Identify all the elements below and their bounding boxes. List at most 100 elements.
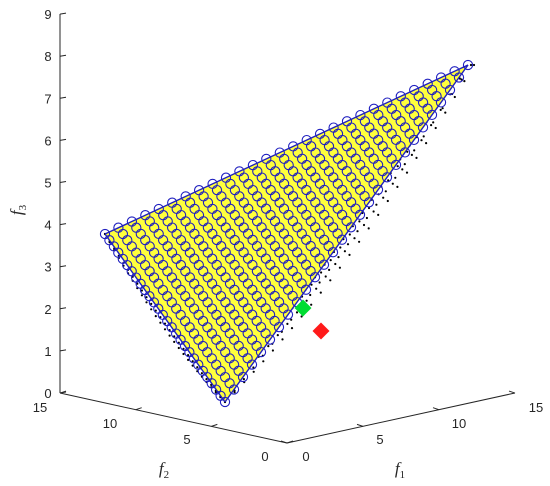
dominated-point xyxy=(386,199,389,203)
dominated-point xyxy=(214,391,217,394)
pareto-circle-marker xyxy=(207,178,218,190)
dominated-point xyxy=(305,299,308,302)
pareto-circle-marker xyxy=(301,134,312,146)
dominated-point xyxy=(382,196,385,199)
pareto-circle-marker xyxy=(314,128,326,140)
dominated-point xyxy=(469,63,473,67)
dominated-point xyxy=(432,121,435,124)
f2-axis-line xyxy=(59,392,288,444)
dominated-point xyxy=(150,302,153,305)
dominated-point xyxy=(406,150,409,153)
dominated-point xyxy=(329,279,332,282)
dominated-point xyxy=(365,216,368,220)
dominated-point xyxy=(191,360,194,363)
dominated-point xyxy=(337,256,340,259)
f3-tick-label: 7 xyxy=(44,91,51,106)
f2-tick-label: 10 xyxy=(103,416,117,431)
dominated-point xyxy=(173,335,176,338)
dominated-point xyxy=(310,303,313,306)
f2-tick-label: 15 xyxy=(33,400,47,415)
dominated-point xyxy=(205,378,208,381)
dominated-point xyxy=(173,340,176,343)
pareto-circle-markers xyxy=(99,59,474,408)
dominated-point xyxy=(281,338,284,341)
f1-ticks: 0 5 10 15 xyxy=(280,390,543,464)
pareto-circle-marker xyxy=(409,84,420,96)
dominated-point xyxy=(318,281,321,284)
pareto-circle-marker xyxy=(180,191,191,202)
f3-tick-mark xyxy=(59,265,67,268)
dominated-point xyxy=(403,163,406,166)
f2-ticks: 0 5 10 15 xyxy=(33,390,294,464)
pareto-circle-marker xyxy=(193,185,205,196)
f3-tick-label: 5 xyxy=(44,176,51,191)
dominated-point xyxy=(328,268,331,271)
dominated-point xyxy=(434,126,437,130)
f1-label-main: f xyxy=(395,459,402,478)
green-diamond-marker xyxy=(294,299,312,317)
f3-label-main: f xyxy=(7,208,26,215)
f1-tick-label: 15 xyxy=(529,400,543,415)
dominated-point xyxy=(367,227,370,230)
pareto-circle-marker xyxy=(140,210,151,221)
dominated-point xyxy=(358,240,361,243)
f3-tick-label: 1 xyxy=(44,344,51,359)
pareto-circle-marker xyxy=(462,59,474,71)
f3-ticks: 0 1 2 3 4 5 6 7 8 9 xyxy=(44,7,67,401)
dominated-point xyxy=(410,153,413,156)
dominated-point xyxy=(276,334,279,337)
f3-tick-label: 8 xyxy=(44,49,51,64)
dominated-point xyxy=(394,176,397,179)
pareto-circle-marker xyxy=(261,153,272,165)
dominated-point xyxy=(377,213,380,216)
pareto-circle-marker xyxy=(126,216,138,227)
pareto-circle-marker xyxy=(341,116,353,127)
f3-tick-mark xyxy=(59,349,67,352)
dominated-point xyxy=(358,220,361,223)
dominated-point xyxy=(339,246,342,249)
dominated-point xyxy=(300,315,303,318)
f2-tick-label: 5 xyxy=(183,432,190,447)
dominated-point xyxy=(163,328,167,331)
f3-tick-mark xyxy=(59,12,67,15)
pareto-surface-edges xyxy=(104,64,469,403)
dominated-point xyxy=(187,354,190,357)
f1-tick-mark xyxy=(280,440,288,444)
dominated-point xyxy=(182,352,185,356)
dominated-point xyxy=(177,341,180,344)
dominated-point xyxy=(242,378,245,381)
dominated-point xyxy=(252,366,255,369)
dominated-point xyxy=(163,322,167,325)
dominated-point xyxy=(140,289,143,292)
dominated-point xyxy=(262,360,265,363)
dominated-point xyxy=(387,179,390,182)
red-diamond-marker xyxy=(312,322,330,340)
dominated-point xyxy=(320,271,323,274)
dominated-point xyxy=(145,301,148,304)
dominated-point xyxy=(310,283,313,286)
pareto-circle-marker xyxy=(234,166,245,177)
dominated-point xyxy=(233,391,236,394)
f2-tick-mark xyxy=(211,423,218,427)
dominated-point xyxy=(453,95,456,99)
f3-tick-label: 9 xyxy=(44,7,51,22)
dominated-point xyxy=(271,349,274,352)
dominated-point xyxy=(177,346,180,350)
pareto-circle-marker xyxy=(113,222,124,233)
dominated-point xyxy=(196,366,199,369)
pareto-circle-marker xyxy=(368,103,380,114)
pareto-circle-marker xyxy=(449,66,460,77)
dominated-point xyxy=(295,311,299,314)
dominated-point xyxy=(168,329,171,332)
dominated-point xyxy=(353,237,356,240)
dominated-point xyxy=(334,262,337,266)
f1-tick-label: 10 xyxy=(452,416,466,431)
dominated-point xyxy=(286,322,289,325)
pareto-surface xyxy=(105,65,468,402)
pareto-circle-marker xyxy=(288,141,299,152)
dominated-point xyxy=(348,233,351,236)
surface-edge xyxy=(104,233,226,403)
dominated-point xyxy=(372,210,375,213)
dominated-point xyxy=(384,190,387,193)
dominated-point xyxy=(200,372,203,375)
